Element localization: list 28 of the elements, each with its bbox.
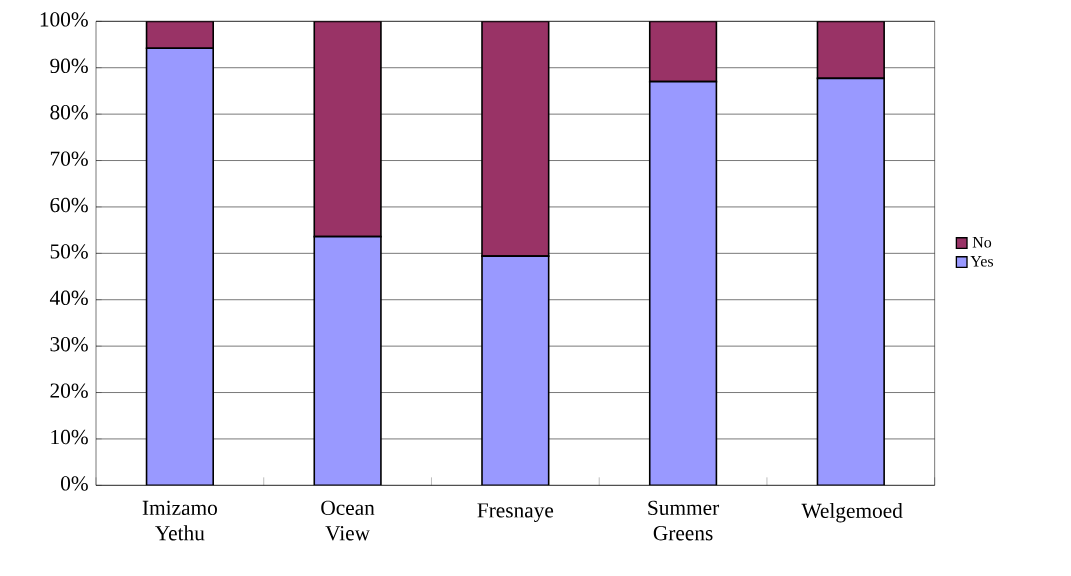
- bar: [313, 21, 382, 238]
- bar: [816, 77, 885, 486]
- y-tick-label: 70%: [50, 151, 88, 166]
- y-tick-label: 30%: [50, 337, 88, 352]
- x-tick-label: Summer Greens: [648, 500, 720, 541]
- y-tick-label: 60%: [50, 197, 88, 213]
- y-tick-label: 80%: [50, 105, 88, 120]
- y-tick-label: 10%: [51, 429, 88, 445]
- bar: [145, 47, 215, 486]
- legend-label: Yes: [970, 256, 994, 267]
- x-tick-label: Fresnaye: [477, 503, 554, 522]
- legend-label: No: [972, 236, 992, 248]
- y-tick-label: 20%: [50, 383, 88, 398]
- x-tick-label: Ocean View: [321, 500, 375, 541]
- x-tick-label: Welgemoed: [801, 502, 903, 523]
- y-tick-label: 0%: [61, 476, 88, 491]
- y-tick-label: 100%: [40, 12, 88, 27]
- bar: [481, 255, 550, 486]
- bar: [481, 21, 550, 257]
- bar: [145, 21, 215, 50]
- y-tick-label: 40%: [49, 290, 88, 306]
- bar: [816, 21, 885, 80]
- bar: [648, 21, 718, 83]
- y-tick-label: 50%: [50, 244, 88, 259]
- bar: [313, 235, 382, 486]
- y-tick-label: 90%: [50, 58, 88, 74]
- x-tick-label: Imizamo Yethu: [142, 500, 217, 541]
- bar: [648, 80, 718, 486]
